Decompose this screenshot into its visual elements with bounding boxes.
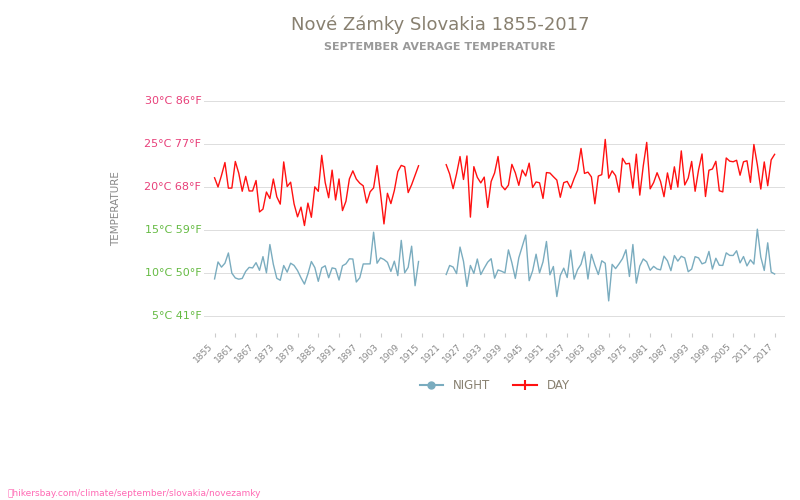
Legend: NIGHT, DAY: NIGHT, DAY: [415, 374, 574, 397]
Text: 25°C 77°F: 25°C 77°F: [144, 138, 202, 148]
Text: 10°C 50°F: 10°C 50°F: [145, 268, 202, 278]
Text: Nové Zámky Slovakia 1855-2017: Nové Zámky Slovakia 1855-2017: [290, 15, 590, 34]
Text: SEPTEMBER AVERAGE TEMPERATURE: SEPTEMBER AVERAGE TEMPERATURE: [324, 42, 556, 52]
Text: 5°C 41°F: 5°C 41°F: [151, 311, 202, 321]
Y-axis label: TEMPERATURE: TEMPERATURE: [111, 171, 121, 246]
Text: 15°C 59°F: 15°C 59°F: [145, 225, 202, 235]
Text: 30°C 86°F: 30°C 86°F: [145, 96, 202, 106]
Text: 📍hikersbay.com/climate/september/slovakia/novezamky: 📍hikersbay.com/climate/september/slovaki…: [8, 488, 262, 498]
Text: 20°C 68°F: 20°C 68°F: [145, 182, 202, 192]
